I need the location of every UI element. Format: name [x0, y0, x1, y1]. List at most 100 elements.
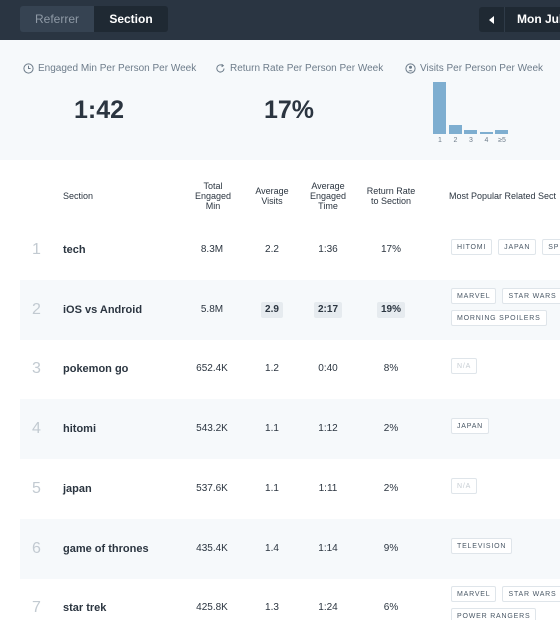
histogram-bar [479, 132, 493, 134]
section-name[interactable]: game of thrones [63, 542, 149, 555]
return-rate-value: 2% [383, 482, 399, 494]
total-engaged-value: 543.2K [196, 423, 228, 435]
engaged-min-value: 1:42 [74, 96, 125, 124]
row-rank: 5 [32, 479, 41, 497]
clock-icon [23, 63, 34, 74]
return-rate-value: 17% [264, 96, 315, 124]
table-header: Section Total Engaged Min Average Visits Av… [0, 160, 560, 220]
histogram-tick-label: 2 [453, 137, 458, 144]
col-average-visits[interactable]: Average Visits [255, 186, 289, 206]
related-sections: N/A [451, 477, 560, 494]
related-sections: HITOMI JAPAN SP [451, 239, 560, 255]
histogram-tick-label: 4 [484, 137, 489, 144]
related-section-tag[interactable]: STAR WARS [502, 287, 560, 304]
related-sections: JAPAN [451, 418, 560, 435]
visits-header: Visits Per Person Per Week [405, 63, 543, 74]
total-engaged-value: 425.8K [196, 602, 228, 614]
table-row[interactable]: 2 iOS vs Android 5.8M 2.9 2:17 19% MARVEL STAR … [20, 279, 560, 340]
histogram-tick-label: 1 [438, 137, 442, 144]
return-rate-value: 8% [383, 363, 399, 375]
visits-label: Visits Per Person Per Week [420, 63, 544, 74]
histogram-bar [464, 130, 477, 134]
row-rank: 1 [32, 241, 41, 258]
col-section[interactable]: Section [63, 191, 94, 201]
return-rate-value: 17% [380, 244, 401, 255]
col-total-engaged[interactable]: Total Engaged Min [194, 181, 232, 211]
section-name[interactable]: iOS vs Android [63, 303, 143, 316]
view-toggle: Referrer Section [20, 6, 168, 32]
tab-referrer[interactable]: Referrer [20, 6, 94, 32]
row-rank: 3 [32, 360, 41, 378]
related-section-tag[interactable]: TELEVISION [451, 537, 513, 554]
engaged-min-header: Engaged Min Per Person Per Week [23, 63, 196, 74]
section-name[interactable]: hitomi [63, 423, 96, 436]
average-time-value: 1:12 [318, 423, 338, 435]
total-engaged-value: 537.6K [196, 482, 228, 494]
related-sections: TELEVISION [451, 537, 560, 554]
histogram-tick-label: ≥5 [498, 137, 506, 144]
table-row[interactable]: 1 tech 8.3M 2.2 1:36 17% HITOMI JAPAN SP [20, 220, 560, 280]
related-section-tag[interactable]: MARVEL [451, 586, 497, 603]
related-section-tag[interactable]: HITOMI [451, 239, 493, 255]
average-time-value: 0:40 [318, 363, 338, 375]
related-section-tag[interactable]: MORNING SPOILERS [451, 309, 547, 326]
stats-strip: Engaged Min Per Person Per Week 1:42 Ret… [0, 40, 560, 160]
table-row[interactable]: 7 star trek 425.8K 1.3 1:24 6% MARVEL STAR WARS… [20, 578, 560, 620]
col-average-time[interactable]: Average Engaged Time [309, 181, 347, 211]
average-visits-value: 1.2 [265, 363, 279, 375]
table-row[interactable]: 5 japan 537.6K 1.1 1:11 2% N/A [20, 459, 560, 519]
related-section-tag[interactable]: SP [542, 239, 560, 255]
return-rate-label: Return Rate Per Person Per Week [230, 63, 384, 74]
chevron-left-icon[interactable] [479, 7, 505, 32]
return-rate-value: 2% [383, 423, 399, 435]
average-visits-value: 2.9 [244, 280, 300, 340]
top-bar: Referrer Section Mon Jul [0, 0, 560, 40]
related-section-tag[interactable]: JAPAN [498, 239, 537, 255]
histogram-bar [495, 130, 508, 134]
histogram-tick-label: 3 [469, 137, 473, 144]
average-visits-value: 1.4 [265, 542, 279, 554]
average-time-value: 1:11 [318, 482, 338, 494]
row-rank: 6 [32, 539, 41, 557]
related-section-tag: N/A [451, 477, 478, 494]
related-sections: N/A [451, 358, 560, 375]
return-rate-value: 9% [383, 542, 399, 554]
row-rank: 4 [32, 420, 41, 438]
related-section-tag[interactable]: JAPAN [451, 418, 490, 435]
total-engaged-value: 435.4K [196, 542, 228, 554]
related-section-tag: N/A [451, 358, 478, 375]
section-name[interactable]: pokemon go [63, 363, 129, 376]
average-visits-value: 1.1 [265, 482, 279, 494]
section-name[interactable]: star trek [63, 602, 107, 615]
date-picker[interactable]: Mon Jul [479, 7, 560, 32]
total-engaged-value: 8.3M [200, 244, 224, 255]
average-time-value: 2:17 [300, 280, 356, 340]
return-rate-value: 19% [358, 280, 424, 340]
table-row[interactable]: 6 game of thrones 435.4K 1.4 1:14 9% TELEVISIO… [20, 518, 560, 579]
average-time-value: 1:24 [318, 602, 338, 614]
average-time-value: 1:36 [318, 244, 338, 255]
tab-section[interactable]: Section [94, 6, 168, 32]
table-row[interactable]: 4 hitomi 543.2K 1.1 1:12 2% JAPAN [20, 399, 560, 460]
row-rank: 7 [32, 599, 41, 617]
col-popular-related: Most Popular Related Sect [449, 191, 557, 201]
return-rate-value: 6% [383, 602, 399, 614]
section-name[interactable]: japan [63, 482, 92, 495]
related-sections: MARVEL STAR WARS MORNING SPOILERS [451, 287, 560, 326]
person-icon [405, 63, 416, 74]
related-section-tag[interactable]: POWER RANGERS [451, 608, 537, 620]
total-engaged-value: 5.8M [200, 303, 224, 315]
return-rate-header: Return Rate Per Person Per Week [215, 63, 383, 74]
date-label: Mon Jul [517, 12, 560, 26]
histogram-bar [433, 82, 446, 134]
table-row[interactable]: 3 pokemon go 652.4K 1.2 0:40 8% N/A [20, 339, 560, 399]
average-visits-value: 1.3 [265, 602, 279, 614]
refresh-icon [216, 63, 225, 73]
average-visits-value: 1.1 [265, 423, 279, 435]
engaged-min-label: Engaged Min Per Person Per Week [38, 63, 197, 74]
related-section-tag[interactable]: STAR WARS [502, 586, 560, 603]
col-return-rate[interactable]: Return Rate to Section [366, 186, 416, 206]
histogram-bar [448, 125, 462, 134]
related-section-tag[interactable]: MARVEL [451, 287, 497, 304]
section-name[interactable]: tech [63, 244, 86, 256]
